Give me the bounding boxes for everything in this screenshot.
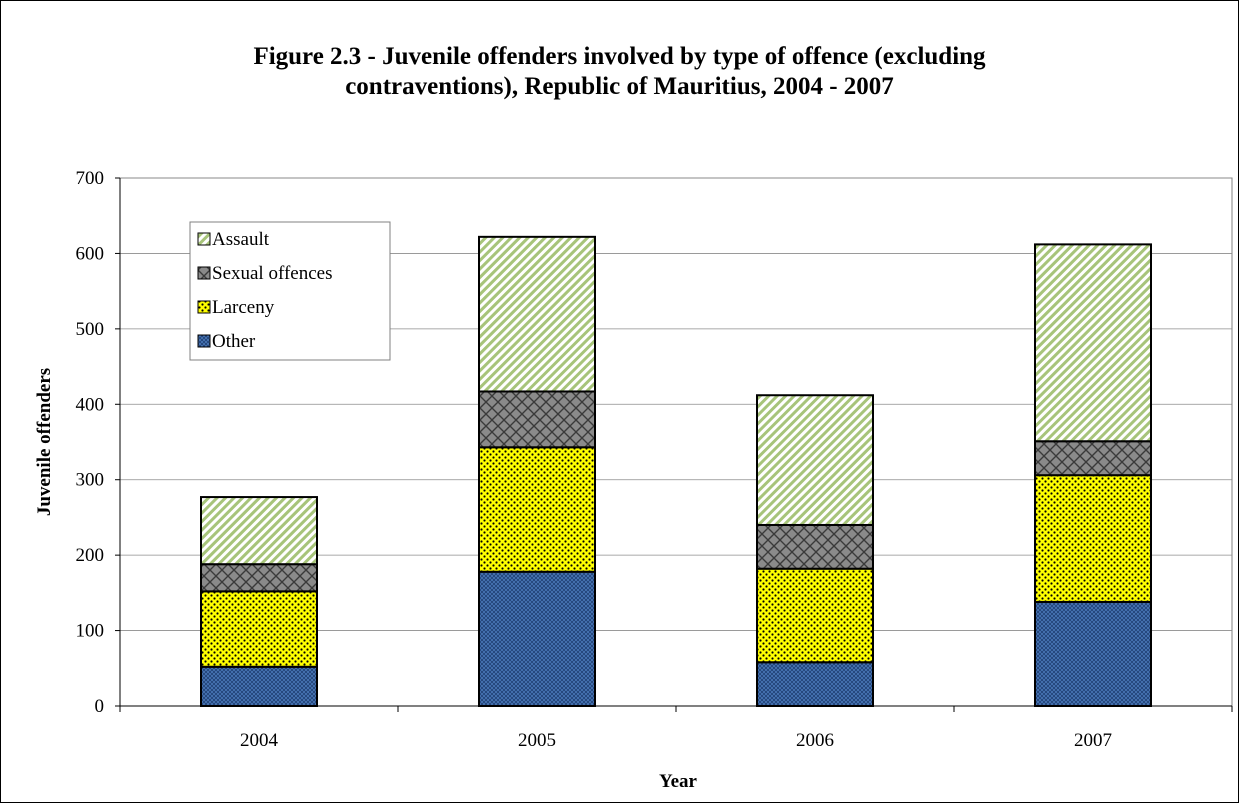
bar-larceny-2006 [756,567,874,664]
legend-swatch-assault [197,232,211,246]
x-tick-label: 2004 [240,730,279,751]
bar-sexual-offences-2005 [478,390,596,449]
legend-box [189,221,391,361]
bar-assault-2006 [756,394,874,526]
chart-title: Figure 2.3 - Juvenile offenders involved… [0,42,1239,102]
y-tick-labels: 0 100 200 300 400 500 600 700 [76,168,105,717]
legend-label-larceny: Larceny [212,297,275,318]
bar-other-2006 [756,661,874,707]
bar-assault-2004 [200,496,318,566]
x-tick-label: 2005 [518,730,556,751]
bar-other-2004 [200,665,318,708]
bar-larceny-2007 [1034,474,1152,603]
x-tick-label: 2007 [1074,730,1112,751]
y-tick-label: 0 [95,696,105,717]
y-tick-label: 400 [76,394,105,415]
bar-assault-2005 [478,235,596,393]
bar-sexual-offences-2007 [1034,440,1152,477]
chart-title-line-1: Figure 2.3 - Juvenile offenders involved… [253,43,986,70]
bar-other-2007 [1034,600,1152,707]
x-tick-label: 2006 [796,730,834,751]
y-tick-label: 500 [76,319,105,340]
legend: Assault Sexual offences Larceny Other [189,221,391,361]
legend-label-sexual-offences: Sexual offences [212,263,332,284]
legend-swatch-larceny [197,300,211,314]
bar-other-2005 [478,570,596,707]
bar-sexual-offences-2004 [200,563,318,593]
legend-swatch-other [197,334,211,348]
x-tick-labels: 2004 2005 2006 2007 [240,730,1112,751]
y-tick-label: 300 [76,470,105,491]
bar-assault-2007 [1034,243,1152,443]
y-tick-label: 600 [76,243,105,264]
y-tick-label: 200 [76,545,105,566]
legend-label-assault: Assault [212,229,270,250]
axes [119,178,1233,712]
bars [200,235,1152,708]
bar-larceny-2005 [478,446,596,573]
y-tick-label: 100 [76,621,105,642]
bar-sexual-offences-2006 [756,523,874,570]
legend-swatch-sexual-offences [197,266,211,280]
legend-label-other: Other [212,331,256,352]
x-axis-label: Year [659,771,698,792]
y-axis-label: Juvenile offenders [34,368,55,516]
y-tick-label: 700 [76,168,105,189]
chart-title-line-2: contraventions), Republic of Mauritius, … [345,73,894,100]
bar-larceny-2004 [200,590,318,668]
